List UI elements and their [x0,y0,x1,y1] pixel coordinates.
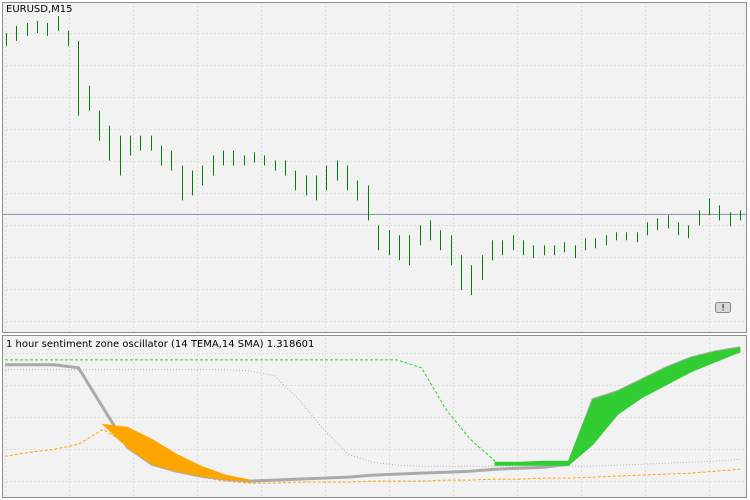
price-layer [3,15,746,296]
indicator-title: 1 hour sentiment zone oscillator (14 TEM… [6,339,314,350]
oscillator-line [5,369,741,467]
price-grid [2,2,747,333]
oscillator-band [101,423,251,482]
alert-badge[interactable] [715,302,731,313]
oscillator-line [5,359,496,462]
symbol-title: EURUSD,M15 [6,4,72,15]
oscillator-grid [2,335,747,498]
oscillator-layer [4,346,741,484]
oscillator-band [494,347,741,466]
alert-badge-text: ! [721,304,725,314]
